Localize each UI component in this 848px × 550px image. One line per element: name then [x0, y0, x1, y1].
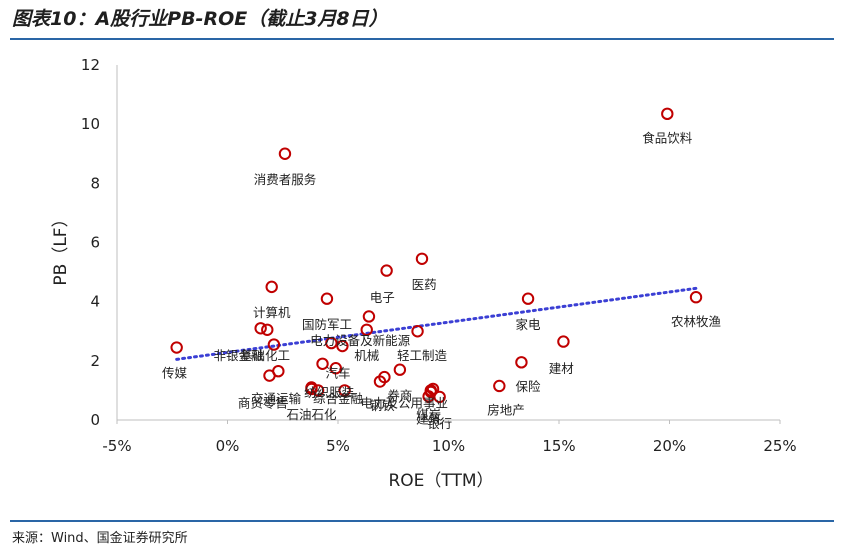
x-tick-label: 10%: [432, 437, 465, 455]
y-tick-label: 10: [81, 115, 100, 133]
data-point: [305, 381, 318, 394]
data-point: [373, 375, 387, 388]
point-label: 传媒: [162, 366, 188, 381]
data-point: [338, 384, 351, 397]
data-point: [311, 384, 325, 397]
point-label: 医药: [412, 277, 437, 292]
point-label: 电子: [370, 290, 395, 305]
data-point: [263, 369, 276, 382]
x-tick-label: 25%: [763, 437, 796, 455]
data-point: [316, 357, 329, 370]
point-label: 国防军工: [302, 317, 352, 332]
y-tick-label: 12: [81, 56, 100, 74]
x-tick-label: 15%: [542, 437, 575, 455]
point-label: 轻工制造: [397, 348, 448, 363]
point-label: 煤炭: [416, 407, 441, 422]
point-label: 银行: [427, 416, 452, 431]
point-label: 保险: [516, 379, 542, 394]
bottom-rule: [10, 520, 834, 522]
point-label: 房地产: [487, 403, 525, 418]
data-point: [515, 356, 528, 369]
figure-title: 图表10：A股行业PB-ROE（截止3月8日）: [12, 8, 388, 30]
data-point: [415, 252, 429, 265]
y-tick-label: 0: [90, 411, 100, 429]
data-point: [661, 107, 674, 121]
data-point: [557, 335, 570, 348]
x-tick-label: 5%: [326, 437, 350, 455]
data-point: [278, 147, 292, 160]
data-point: [261, 323, 274, 336]
data-point: [360, 323, 373, 336]
data-point: [325, 336, 338, 350]
x-axis-label: ROE（TTM）: [388, 471, 493, 491]
point-label: 消费者服务: [254, 172, 317, 187]
point-label: 券商: [387, 388, 412, 403]
point-label: 交通运输: [251, 391, 302, 406]
data-point: [521, 292, 535, 305]
y-tick-label: 6: [90, 234, 100, 252]
trendline: [175, 286, 698, 361]
x-tick-label: 20%: [653, 437, 686, 455]
x-tick-label: -5%: [102, 437, 131, 455]
data-point: [393, 363, 407, 376]
point-label: 电力设备及新能源: [310, 333, 411, 348]
data-point: [254, 322, 267, 335]
trendline-group: [175, 286, 698, 361]
point-label: 石油石化: [286, 407, 337, 422]
point-label: 食品饮料: [642, 130, 693, 145]
data-point: [329, 362, 342, 375]
point-label: 家电: [516, 317, 542, 332]
data-point: [320, 292, 334, 305]
point-label: 非银金融: [214, 348, 265, 363]
y-axis-label: PB（LF）: [51, 210, 71, 285]
data-point: [433, 390, 446, 404]
points-group: [170, 107, 703, 404]
point-label: 建筑: [416, 412, 442, 427]
point-label: 机械: [354, 348, 380, 363]
data-point: [336, 339, 349, 353]
data-point: [265, 280, 278, 294]
source-note: 来源：Wind、国金证券研究所: [12, 531, 188, 546]
scatter-chart: -5% 0% 5% 10% 15% 20% 25% 0 2 4 6 8 10 12 食品饮料消费者服务医药…: [51, 56, 797, 491]
point-label: 纺织服装: [304, 385, 354, 400]
data-point: [493, 379, 506, 393]
axes: -5% 0% 5% 10% 15% 20% 25% 0 2 4 6 8 10 12: [81, 56, 797, 455]
point-label: 基础化工: [240, 348, 290, 363]
point-label: 综合金融: [313, 391, 364, 406]
data-point: [362, 310, 376, 323]
title-rule: [10, 38, 834, 40]
point-label: 农林牧渔: [671, 314, 721, 329]
point-label: 计算机: [253, 305, 291, 320]
point-label: 电力及公用事业: [361, 395, 449, 410]
data-point: [411, 325, 424, 338]
x-tick-label: 0%: [216, 437, 240, 455]
point-label: 建材: [549, 361, 574, 376]
point-label: 汽车: [325, 366, 350, 381]
y-tick-label: 4: [90, 293, 100, 311]
y-tick-label: 8: [90, 174, 100, 192]
data-point: [426, 382, 440, 396]
point-label: 钢铁: [370, 398, 396, 413]
data-point: [689, 291, 703, 304]
point-label: 商贸零售: [238, 395, 288, 410]
data-point: [170, 341, 183, 354]
data-point: [267, 338, 281, 351]
data-point: [380, 264, 393, 277]
y-tick-label: 2: [90, 352, 100, 370]
